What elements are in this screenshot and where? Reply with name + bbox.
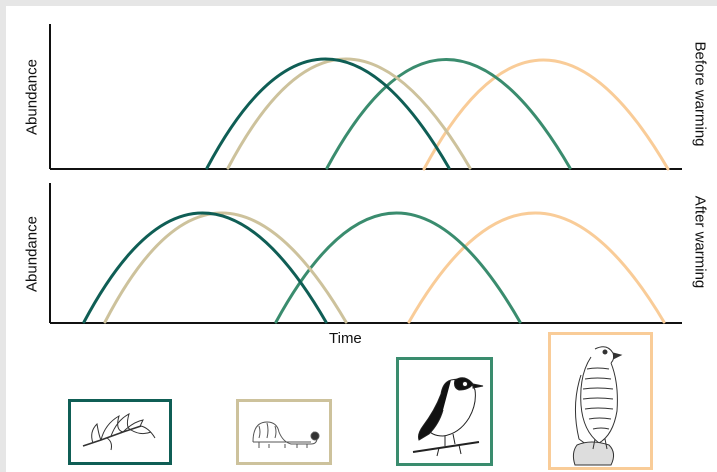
bottom-panel-axes: [50, 183, 682, 323]
caterpillar-icon: [239, 402, 329, 462]
sparrowhawk-icon: [551, 335, 650, 467]
plant-bud-icon: [71, 402, 169, 462]
curve-top-flycatcher: [327, 60, 570, 169]
hawk-frame: [548, 332, 653, 470]
curve-bottom-plant: [84, 213, 326, 322]
figure-canvas: Abundance Abundance Before warming After…: [6, 6, 717, 472]
curve-bottom-caterpillar: [105, 213, 346, 322]
plant-frame: [68, 399, 172, 465]
top-panel-axes: [50, 24, 682, 169]
flycatcher-bird-icon: [399, 360, 490, 463]
bottom-panel-curves: [84, 213, 664, 322]
caterpillar-frame: [236, 399, 332, 465]
curve-top-plant: [207, 59, 449, 168]
flycatcher-frame: [396, 357, 493, 466]
top-panel-curves: [207, 59, 668, 169]
curve-bottom-hawk: [409, 213, 664, 322]
curve-bottom-flycatcher: [276, 213, 520, 322]
